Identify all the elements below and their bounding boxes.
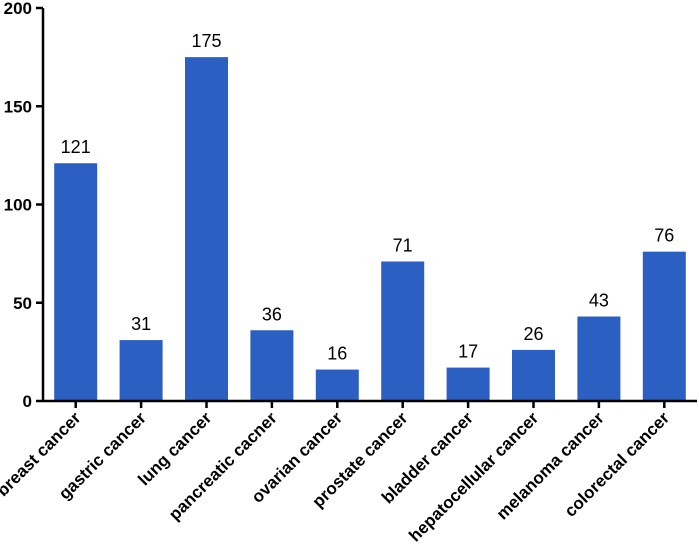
data-label: 121 — [61, 137, 91, 157]
bar — [54, 163, 98, 401]
x-tick-label: melanoma cancer — [493, 408, 608, 523]
bar — [446, 367, 490, 401]
y-tick-label: 0 — [23, 392, 32, 411]
bar — [381, 261, 425, 401]
y-tick-label: 200 — [4, 0, 32, 18]
y-tick-label: 150 — [4, 97, 32, 116]
bar — [642, 251, 686, 401]
bar — [315, 369, 359, 401]
data-labels-group: 121 31 175 36 16 71 17 26 43 76 — [61, 31, 675, 363]
x-tick-label: hepatocellular cancer — [405, 408, 542, 545]
y-axis: 0 50 100 150 200 — [4, 0, 45, 411]
data-label: 26 — [523, 324, 543, 344]
bar — [119, 340, 163, 401]
bar — [577, 316, 621, 401]
data-label: 71 — [393, 235, 413, 255]
bar — [185, 57, 228, 401]
data-label: 36 — [262, 304, 282, 324]
bar — [512, 349, 555, 401]
bars-group — [54, 57, 686, 401]
data-label: 175 — [191, 31, 221, 51]
data-label: 17 — [458, 342, 478, 362]
data-label: 76 — [654, 226, 674, 246]
data-label: 43 — [589, 291, 609, 311]
x-tick-label: pancreatic cacner — [165, 408, 281, 524]
bar — [250, 330, 294, 401]
y-tick-label: 100 — [4, 196, 32, 215]
y-tick-label: 50 — [13, 294, 32, 313]
data-label: 31 — [131, 314, 151, 334]
data-label: 16 — [327, 344, 347, 364]
